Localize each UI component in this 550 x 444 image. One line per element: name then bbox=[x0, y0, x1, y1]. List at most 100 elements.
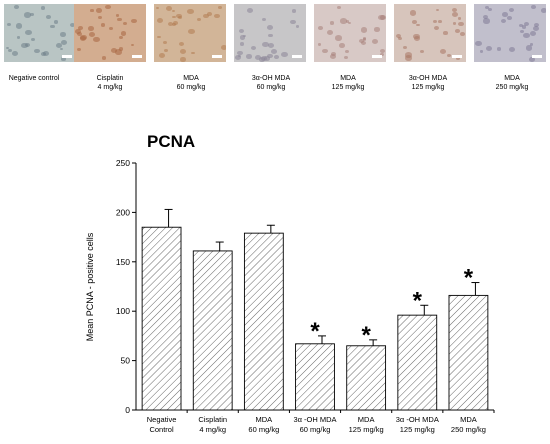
y-tick-label: 100 bbox=[116, 306, 130, 316]
cell-nucleus bbox=[74, 29, 81, 35]
cell-nucleus bbox=[262, 42, 269, 48]
cell-nucleus bbox=[179, 49, 187, 55]
cell-nucleus bbox=[330, 21, 335, 25]
cell-nucleus bbox=[268, 33, 273, 38]
micrograph-label-line2: 250 mg/kg bbox=[495, 84, 529, 91]
cell-nucleus bbox=[118, 35, 123, 39]
cell-nucleus bbox=[130, 43, 135, 47]
cell-nucleus bbox=[420, 49, 425, 54]
cell-nucleus bbox=[446, 53, 452, 58]
x-tick-label-line2: 125 mg/kg bbox=[349, 425, 384, 434]
cell-nucleus bbox=[116, 17, 122, 22]
cell-nucleus bbox=[123, 22, 127, 26]
bar bbox=[243, 232, 284, 411]
cell-nucleus bbox=[118, 47, 124, 52]
micrograph-label-line2: 60 mg/kg bbox=[256, 84, 286, 91]
cell-nucleus bbox=[344, 55, 349, 59]
cell-nucleus bbox=[452, 21, 457, 25]
cell-nucleus bbox=[255, 55, 262, 61]
cell-nucleus bbox=[345, 50, 350, 54]
cell-nucleus bbox=[120, 31, 127, 36]
cell-nucleus bbox=[281, 52, 288, 58]
cell-nucleus bbox=[521, 25, 527, 29]
micrograph-thumbnail bbox=[234, 4, 306, 62]
scale-bar bbox=[452, 55, 462, 58]
cell-nucleus bbox=[15, 23, 23, 29]
cell-nucleus bbox=[59, 47, 63, 51]
micrograph-label-line1: Cisplatin bbox=[96, 75, 124, 82]
cell-nucleus bbox=[165, 5, 172, 11]
cell-nucleus bbox=[435, 8, 440, 12]
y-axis-label: Mean PCNA - positive cells bbox=[85, 232, 95, 341]
cell-nucleus bbox=[360, 27, 368, 33]
cell-nucleus bbox=[268, 42, 275, 48]
cell-nucleus bbox=[378, 14, 385, 20]
cell-nucleus bbox=[345, 20, 350, 24]
x-tick-label-line1: Cisplatin bbox=[198, 415, 227, 424]
cell-nucleus bbox=[53, 19, 59, 24]
micrograph-label-line2: 60 mg/kg bbox=[176, 84, 206, 91]
cell-nucleus bbox=[264, 55, 270, 61]
cell-nucleus bbox=[270, 48, 277, 54]
x-tick-label-line2: 4 mg/kg bbox=[199, 425, 226, 434]
cell-nucleus bbox=[507, 16, 512, 20]
cell-nucleus bbox=[98, 15, 102, 19]
micrograph-thumbnail bbox=[394, 4, 466, 62]
micrograph-row: Negative control Cisplatin 4 mg/kg MDA 60 mg… bbox=[0, 0, 550, 100]
cell-nucleus bbox=[496, 47, 501, 51]
cell-nucleus bbox=[457, 21, 464, 27]
cell-nucleus bbox=[60, 39, 67, 45]
x-tick-label-line1: MDA bbox=[256, 415, 273, 424]
cell-nucleus bbox=[295, 25, 300, 28]
cell-nucleus bbox=[317, 43, 322, 47]
cell-nucleus bbox=[534, 23, 540, 28]
cell-nucleus bbox=[158, 52, 166, 58]
cell-nucleus bbox=[14, 5, 20, 10]
micrograph-label-line1: 3α-OH MDA bbox=[408, 75, 448, 82]
cell-nucleus bbox=[246, 54, 252, 59]
cell-nucleus bbox=[525, 45, 533, 51]
cell-nucleus bbox=[50, 24, 55, 29]
cell-nucleus bbox=[541, 8, 546, 13]
cell-nucleus bbox=[251, 46, 257, 51]
cell-nucleus bbox=[33, 48, 40, 54]
scale-bar bbox=[372, 55, 382, 58]
cell-nucleus bbox=[529, 43, 534, 47]
cell-nucleus bbox=[457, 17, 462, 21]
cell-nucleus bbox=[61, 56, 66, 61]
x-tick-label-line1: 3α -OH MDA bbox=[293, 415, 336, 424]
micrograph-label: Cisplatin 4 mg/kg bbox=[70, 74, 150, 92]
micrograph-thumbnail bbox=[474, 4, 546, 62]
bar bbox=[346, 345, 387, 411]
cell-nucleus bbox=[485, 5, 490, 9]
cell-nucleus bbox=[409, 10, 417, 16]
cell-nucleus bbox=[443, 31, 448, 35]
scale-bar bbox=[532, 55, 542, 58]
cell-nucleus bbox=[187, 8, 195, 15]
cell-nucleus bbox=[239, 42, 245, 46]
significance-marker: * bbox=[464, 265, 474, 292]
cell-nucleus bbox=[197, 17, 202, 21]
bar bbox=[295, 343, 335, 411]
cell-nucleus bbox=[530, 4, 536, 9]
cell-nucleus bbox=[76, 47, 82, 52]
cell-nucleus bbox=[5, 46, 9, 50]
significance-marker: * bbox=[361, 322, 371, 349]
cell-nucleus bbox=[317, 25, 323, 30]
cell-nucleus bbox=[500, 19, 506, 24]
chart-title: PCNA bbox=[147, 132, 195, 151]
cell-nucleus bbox=[237, 50, 243, 56]
cell-nucleus bbox=[88, 26, 95, 31]
cell-nucleus bbox=[30, 37, 35, 41]
cell-nucleus bbox=[267, 53, 274, 59]
cell-nucleus bbox=[533, 26, 540, 32]
cell-nucleus bbox=[361, 41, 367, 45]
cell-nucleus bbox=[239, 35, 246, 40]
cell-nucleus bbox=[203, 13, 210, 19]
cell-nucleus bbox=[246, 8, 253, 14]
cell-nucleus bbox=[7, 48, 12, 53]
cell-nucleus bbox=[451, 11, 458, 17]
y-tick-label: 0 bbox=[125, 405, 130, 415]
cell-nucleus bbox=[260, 55, 268, 61]
